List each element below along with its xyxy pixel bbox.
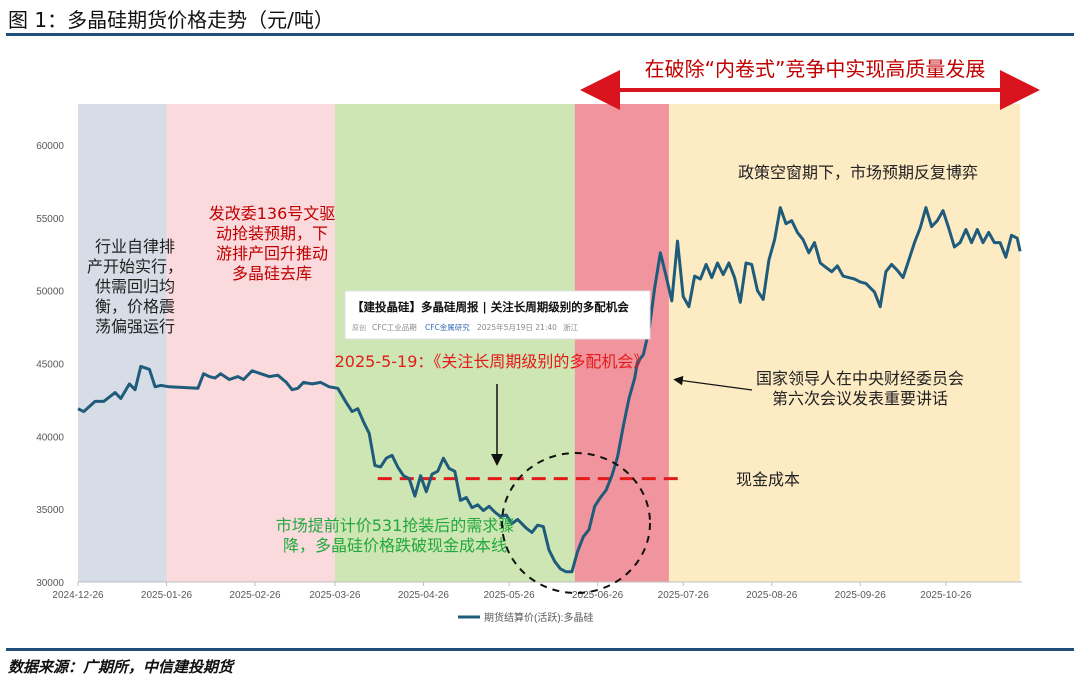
zone1-note: 行业自律排 产开始实行， 供需回归均 衡，价格震 荡偏强运行 [87, 237, 183, 336]
x-tick-label: 2025-07-26 [658, 590, 710, 601]
zone-4 [574, 104, 669, 582]
x-axis: 2024-12-26 2025-01-26 2025-02-26 2025-03-26… [52, 582, 972, 601]
report-date-note: 2025-5-19：《关注长周期级别的多配机会》 [335, 352, 650, 371]
y-tick-label: 55000 [36, 214, 64, 225]
article-meta-3: 2025年5月19日 21:40 [477, 322, 557, 332]
title-rule [6, 33, 1074, 36]
source-note: 数据来源：广期所，中信建投期货 [8, 658, 234, 676]
y-tick-label: 45000 [36, 360, 64, 371]
x-tick-label: 2024-12-26 [52, 590, 104, 601]
article-card: 【建投晶硅】多晶硅周报 | 关注长周期级别的多配机会 原创 CFC工业品期 CF… [344, 290, 651, 340]
svg-text:行业自律排: 行业自律排 [95, 237, 175, 256]
svg-text:第六次会议发表重要讲话: 第六次会议发表重要讲话 [772, 389, 948, 408]
highlight-circle [501, 452, 651, 594]
svg-text:国家领导人在中央财经委员会: 国家领导人在中央财经委员会 [756, 369, 964, 388]
svg-text:多晶硅去库: 多晶硅去库 [232, 264, 312, 283]
zone-3 [334, 104, 575, 582]
legend-label: 期货结算价(活跃):多晶硅 [484, 611, 593, 624]
zone2-note: 发改委136号文驱 动抢装预期，下 游排产回升推动 多晶硅去库 [209, 204, 336, 283]
zone5-note: 政策空窗期下，市场预期反复博弈 [738, 163, 978, 182]
series-line [77, 206, 1022, 574]
x-tick-label: 2025-08-26 [746, 590, 798, 601]
x-tick-label: 2025-09-26 [835, 590, 887, 601]
svg-text:衡，价格震: 衡，价格震 [95, 297, 175, 316]
meeting-note: 国家领导人在中央财经委员会 第六次会议发表重要讲话 [756, 369, 964, 408]
svg-text:游排产回升推动: 游排产回升推动 [216, 244, 328, 263]
x-tick-label: 2025-02-26 [229, 590, 281, 601]
svg-text:荡偏强运行: 荡偏强运行 [95, 317, 175, 336]
zone-5 [668, 104, 1021, 582]
period-zones [78, 104, 1021, 582]
y-tick-label: 40000 [36, 432, 64, 443]
x-tick-label: 2025-10-26 [920, 590, 972, 601]
zone-2 [166, 104, 335, 582]
y-tick-label: 60000 [36, 141, 64, 152]
article-tag: 原创 [352, 323, 366, 332]
meeting-arrow [673, 375, 753, 391]
y-tick-label: 30000 [36, 578, 64, 589]
svg-text:降，多晶硅价格跌破现金成本线: 降，多晶硅价格跌破现金成本线 [283, 536, 507, 555]
x-tick-label: 2025-06-26 [572, 590, 624, 601]
page-title: 图 1：多晶硅期货价格走势（元/吨） [8, 8, 334, 32]
legend: 期货结算价(活跃):多晶硅 [458, 611, 593, 624]
cash-cost-label: 现金成本 [736, 470, 800, 489]
svg-text:产开始实行，: 产开始实行， [87, 257, 183, 276]
svg-text:市场提前计价531抢装后的需求骤: 市场提前计价531抢装后的需求骤 [276, 516, 515, 535]
svg-text:发改委136号文驱: 发改委136号文驱 [209, 204, 336, 223]
x-tick-label: 2025-04-26 [398, 590, 450, 601]
y-axis: 30000 35000 40000 45000 50000 55000 60000 [36, 141, 64, 589]
article-meta-2: CFC金属研究 [425, 322, 470, 332]
zone3-note: 市场提前计价531抢装后的需求骤 降，多晶硅价格跌破现金成本线 [276, 516, 515, 555]
x-tick-label: 2025-05-26 [484, 590, 536, 601]
zone-1 [78, 104, 167, 582]
x-tick-label: 2025-03-26 [309, 590, 361, 601]
article-meta-4: 浙江 [563, 322, 578, 332]
svg-text:供需回归均: 供需回归均 [95, 277, 175, 296]
svg-text:动抢装预期，下: 动抢装预期，下 [216, 224, 328, 243]
x-tick-label: 2025-01-26 [141, 590, 193, 601]
y-tick-label: 35000 [36, 505, 64, 516]
article-meta-1: CFC工业品期 [372, 322, 417, 332]
article-title: 【建投晶硅】多晶硅周报 | 关注长周期级别的多配机会 [352, 300, 629, 314]
footer-rule [6, 648, 1074, 651]
banner-text: 在破除“内卷式”竞争中实现高质量发展 [645, 57, 986, 81]
y-tick-label: 50000 [36, 287, 64, 298]
